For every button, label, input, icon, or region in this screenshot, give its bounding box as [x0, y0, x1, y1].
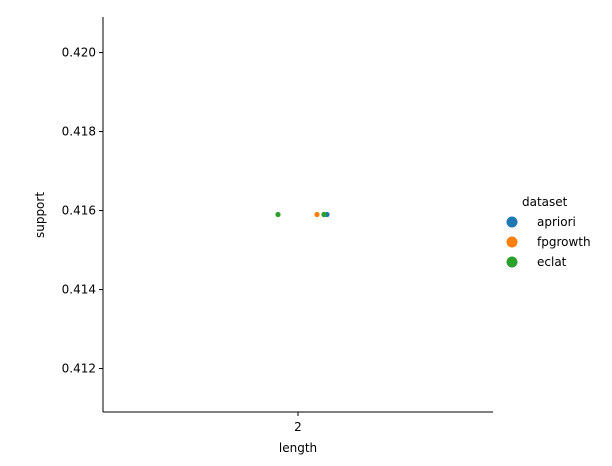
y-axis-label: support — [33, 192, 47, 238]
point-eclat — [275, 211, 281, 218]
point-eclat — [321, 211, 327, 218]
y-tick-label: 0.412 — [62, 362, 96, 376]
y-tick-label: 0.416 — [62, 204, 96, 218]
legend-marker-eclat — [506, 256, 518, 268]
data-points — [275, 211, 330, 218]
legend-label-eclat: eclat — [537, 255, 567, 269]
y-tick-label: 0.414 — [62, 283, 96, 297]
legend-marker-fpgrowth — [506, 236, 518, 248]
legend-marker-apriori — [506, 216, 518, 228]
y-ticks: 0.412 0.414 0.416 0.418 0.420 — [62, 46, 103, 376]
x-tick-label: 2 — [294, 420, 302, 434]
y-tick-label: 0.418 — [62, 125, 96, 139]
x-axis-label: length — [279, 441, 317, 455]
point-fpgrowth — [314, 211, 320, 218]
legend: dataset apriori fpgrowth eclat — [506, 195, 591, 269]
x-ticks: 2 — [294, 412, 302, 434]
legend-title: dataset — [522, 195, 568, 209]
legend-label-fpgrowth: fpgrowth — [537, 235, 591, 249]
y-tick-label: 0.420 — [62, 46, 96, 60]
legend-label-apriori: apriori — [537, 215, 576, 229]
